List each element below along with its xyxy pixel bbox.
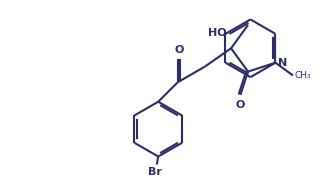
Text: O: O	[174, 45, 184, 55]
Text: O: O	[236, 100, 245, 110]
Text: CH₃: CH₃	[294, 71, 311, 80]
Text: N: N	[278, 58, 287, 68]
Text: HO: HO	[208, 28, 227, 38]
Text: Br: Br	[149, 167, 162, 177]
